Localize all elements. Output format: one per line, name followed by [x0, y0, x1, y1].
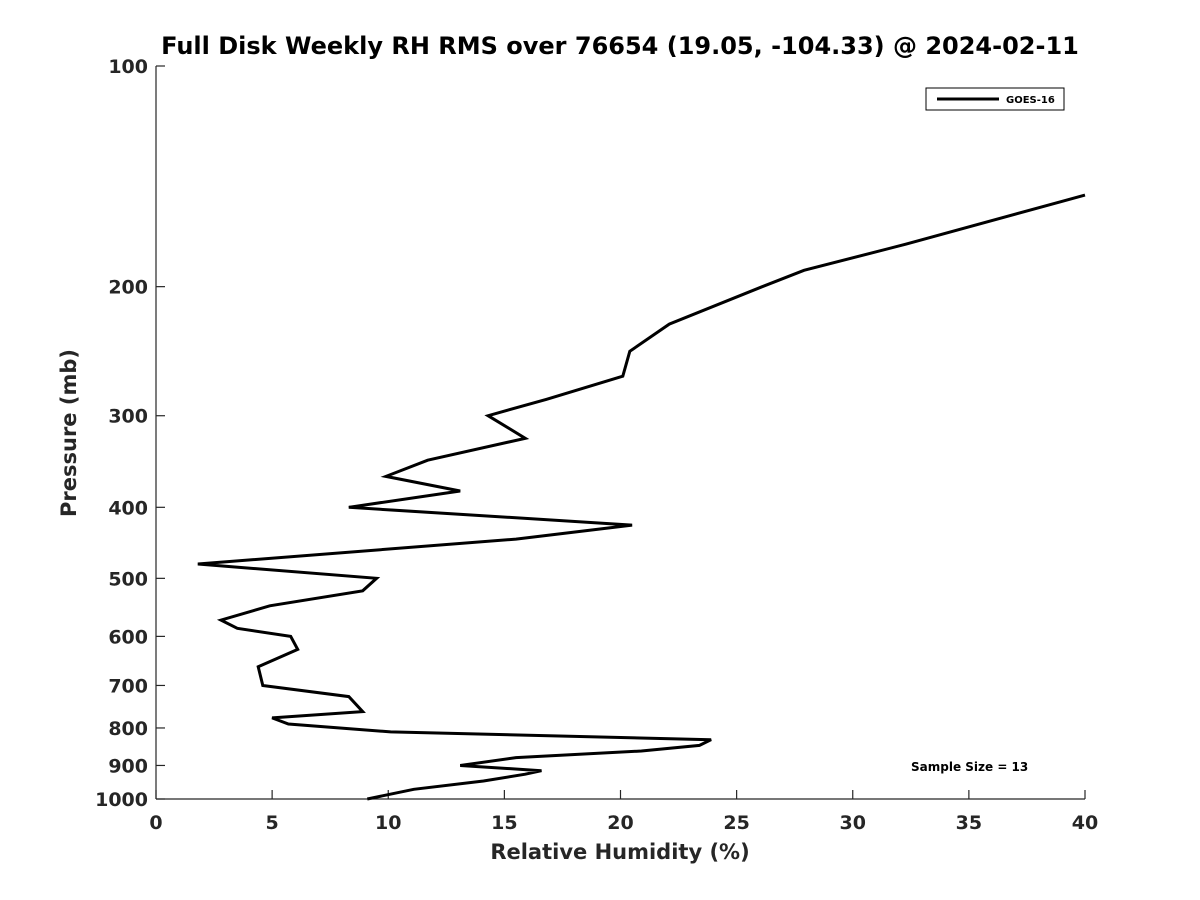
y-tick-label: 800 — [108, 718, 148, 740]
legend-label: GOES-16 — [1006, 95, 1055, 106]
y-tick-label: 1000 — [95, 789, 148, 811]
x-tick-label: 20 — [607, 812, 633, 834]
y-tick-label: 300 — [108, 406, 148, 428]
chart-title: Full Disk Weekly RH RMS over 76654 (19.0… — [161, 32, 1079, 60]
y-tick-label: 500 — [108, 568, 148, 590]
x-tick-label: 30 — [840, 812, 866, 834]
x-tick-label: 40 — [1072, 812, 1098, 834]
y-tick-label: 100 — [108, 56, 148, 78]
x-ticks: 0 5 10 15 20 25 30 35 40 — [149, 790, 1098, 834]
sample-size-annotation: Sample Size = 13 — [911, 760, 1028, 774]
y-tick-label: 400 — [108, 497, 148, 519]
x-tick-label: 15 — [491, 812, 517, 834]
x-tick-label: 0 — [149, 812, 162, 834]
y-tick-label: 200 — [108, 277, 148, 299]
x-tick-label: 25 — [723, 812, 749, 834]
x-axis-label: Relative Humidity (%) — [490, 840, 749, 864]
y-tick-label: 600 — [108, 626, 148, 648]
y-ticks: 100 200 300 400 500 600 700 800 900 1000 — [95, 56, 165, 811]
y-tick-label: 900 — [108, 755, 148, 777]
x-tick-label: 5 — [266, 812, 279, 834]
legend: GOES-16 — [925, 87, 1065, 111]
y-axis-label: Pressure (mb) — [57, 349, 81, 517]
series-line-goes-16 — [197, 193, 1086, 801]
x-tick-label: 10 — [375, 812, 401, 834]
y-tick-label: 700 — [108, 675, 148, 697]
x-tick-label: 35 — [956, 812, 982, 834]
